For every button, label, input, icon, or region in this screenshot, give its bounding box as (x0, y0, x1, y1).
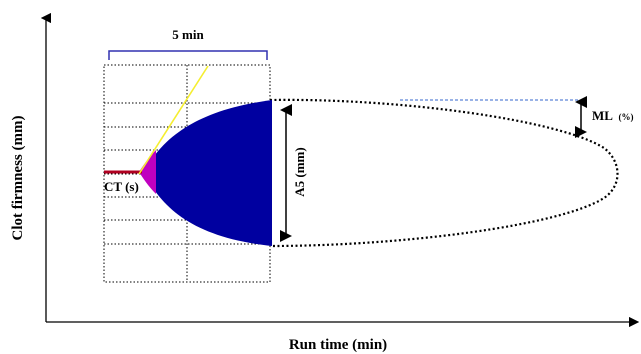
ct-label: CT (s) (104, 179, 139, 194)
five-min-label: 5 min (172, 27, 204, 42)
a5-label: A5 (mm) (292, 147, 307, 196)
five-min-bracket (108, 50, 268, 60)
clot-envelope-projection (269, 98, 619, 248)
ml-label-unit: (%) (618, 112, 633, 122)
y-axis-label: Clot firmness (mm) (10, 116, 26, 241)
clot-amplitude-fill (144, 100, 272, 246)
alpha-angle-line (138, 65, 209, 175)
initiation-segment (139, 150, 156, 194)
x-axis-label: Run time (min) (289, 337, 387, 353)
ml-label-main: ML (592, 108, 613, 123)
ml-label: ML (%) (592, 108, 633, 123)
